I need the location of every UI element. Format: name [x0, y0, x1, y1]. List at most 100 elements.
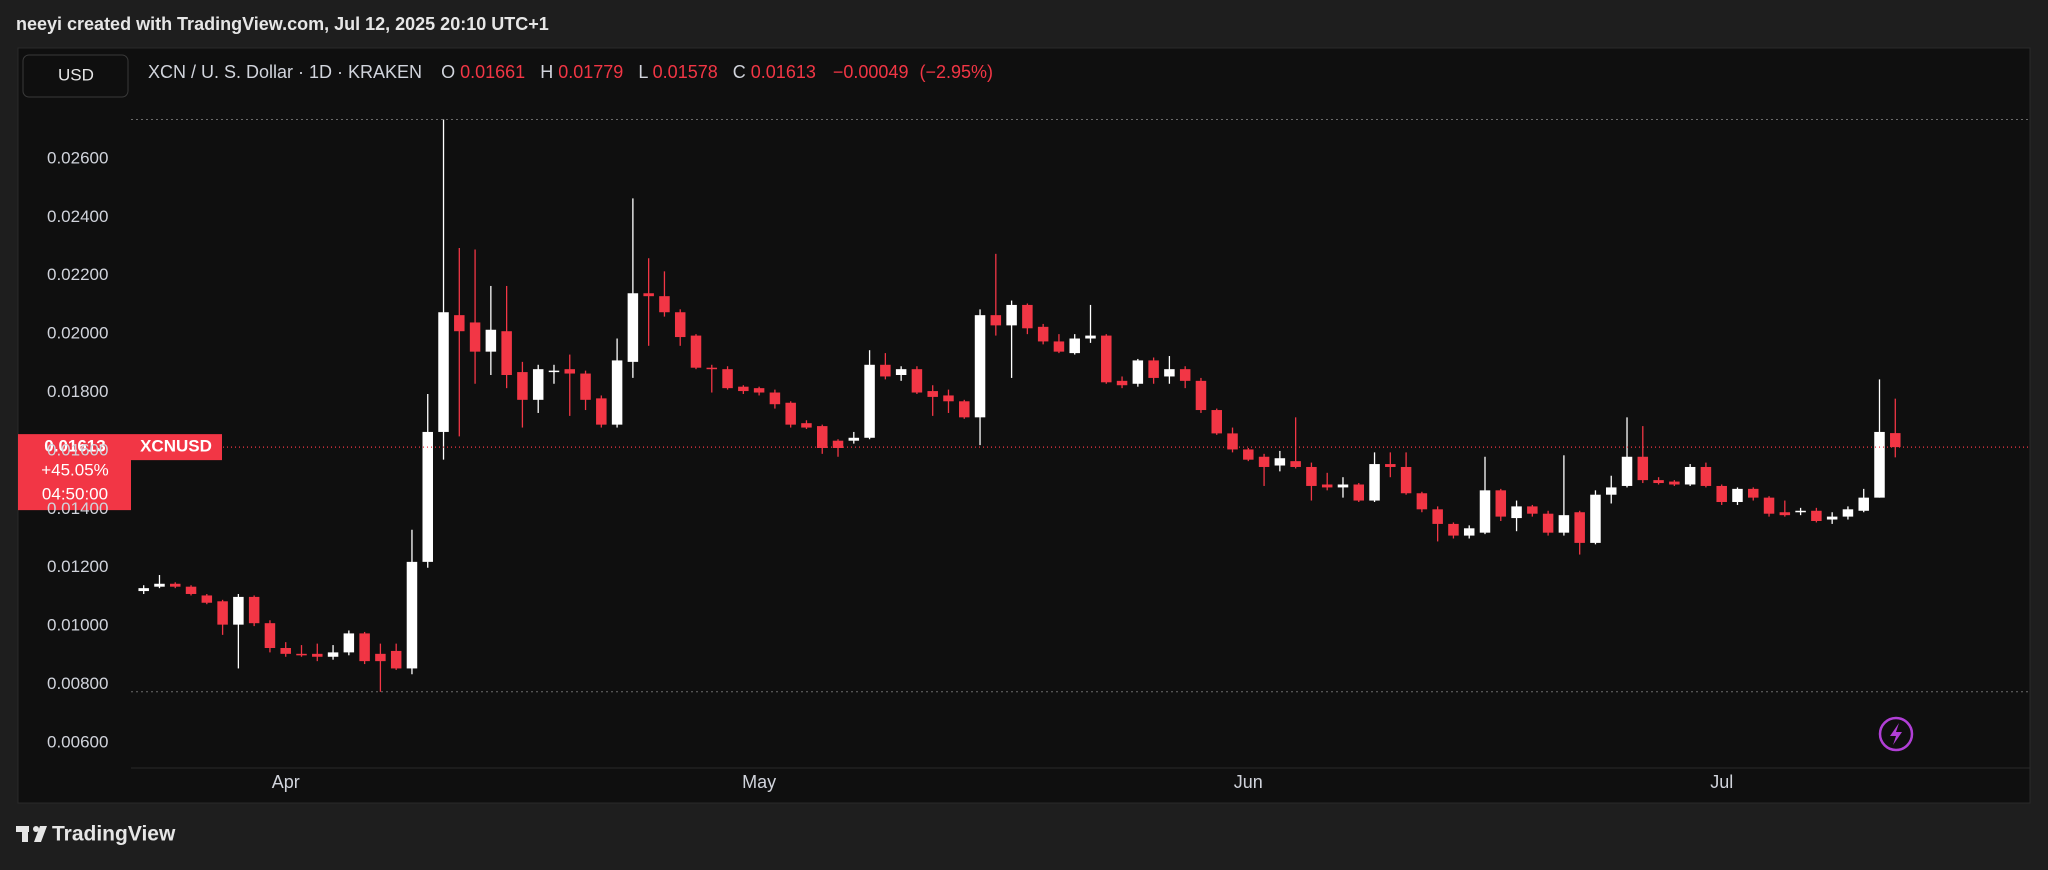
candle-body — [280, 648, 291, 654]
candle-body — [1385, 464, 1396, 467]
candle-body — [832, 440, 844, 448]
candle-body — [611, 360, 623, 425]
candle-body — [1369, 464, 1380, 501]
candle-body — [1211, 410, 1222, 434]
candle-body — [674, 312, 686, 338]
candle-body — [659, 296, 670, 313]
candle-body — [816, 426, 828, 448]
candle-body — [1148, 360, 1159, 378]
candle-body — [1432, 509, 1443, 524]
candle-body — [312, 653, 323, 657]
candle-body — [1574, 512, 1585, 543]
candle-body — [1227, 433, 1238, 450]
close-label: C — [733, 62, 746, 82]
candle-body — [217, 601, 228, 625]
low-value: 0.01578 — [653, 62, 718, 82]
candle-body — [1527, 506, 1538, 514]
logo-shape — [33, 826, 39, 832]
candle-body — [1748, 488, 1759, 498]
y-tick-label: 0.01600 — [47, 440, 108, 459]
candle-body — [1306, 466, 1317, 486]
candle-body — [485, 329, 497, 352]
last-price-value: 0.01613 — [44, 437, 105, 456]
candle-body — [1590, 494, 1601, 543]
footer-brand: TradingView — [52, 823, 176, 846]
candle-body — [1006, 304, 1017, 326]
symbol-title: XCN / U. S. Dollar · 1D · KRAKEN — [148, 62, 422, 82]
candle-body — [327, 652, 339, 657]
candle-body — [1448, 523, 1459, 536]
candle-body — [201, 595, 213, 603]
candle-body — [1842, 509, 1854, 517]
candle-body — [1179, 369, 1191, 381]
candle-body — [706, 367, 718, 370]
candle-body — [390, 650, 402, 669]
candle-body — [1779, 512, 1791, 516]
candle-body — [785, 402, 796, 425]
open-value: 0.01661 — [460, 62, 525, 82]
candle-body — [517, 372, 528, 400]
candle-body — [185, 586, 197, 594]
candle-body — [769, 392, 781, 405]
candle-body — [469, 322, 481, 352]
candle-body — [454, 315, 465, 332]
candle-body — [248, 596, 260, 624]
candle-body — [1069, 338, 1080, 354]
symbol-label-box — [131, 434, 222, 461]
candle-body — [1890, 433, 1901, 448]
y-tick-label: 0.02600 — [47, 148, 108, 167]
y-tick-label: 0.01000 — [47, 616, 108, 635]
candle-body — [1700, 466, 1712, 486]
high-value: 0.01779 — [558, 62, 623, 82]
x-tick-label: Apr — [272, 772, 300, 792]
overlay: 0.01613 XCNUSD +45.05% 04:50:00 — [18, 434, 2030, 511]
currency-label: USD — [58, 65, 94, 84]
y-tick-label: 0.00600 — [47, 732, 108, 751]
candle-body — [1811, 510, 1822, 521]
candle-body — [596, 398, 607, 425]
candle-body — [911, 369, 923, 393]
candle-body — [1258, 456, 1270, 467]
lightning-icon[interactable] — [1878, 716, 1914, 752]
candle-body — [738, 386, 749, 392]
candle-body — [1132, 360, 1144, 384]
y-tick-label: 0.02400 — [47, 207, 108, 226]
close-value: 0.01613 — [751, 62, 816, 82]
price-symbol: XCNUSD — [140, 437, 212, 456]
watermark-header: neeyi created with TradingView.com, Jul … — [16, 14, 549, 34]
y-tick-label: 0.01200 — [47, 557, 108, 576]
candle-body — [753, 388, 765, 393]
candle-body — [974, 315, 986, 418]
y-tick-label: 0.02200 — [47, 265, 108, 284]
candle-body — [1653, 480, 1664, 484]
candle-body — [880, 364, 891, 377]
candle-body — [627, 293, 639, 362]
candle-body — [1795, 510, 1806, 513]
lightning-bolt — [1890, 723, 1902, 745]
candle-body — [438, 312, 449, 432]
candle-body — [1243, 449, 1254, 460]
tradingview-logo — [16, 826, 47, 842]
currency-button[interactable] — [22, 54, 129, 98]
candle-body — [1037, 326, 1049, 342]
candle-body — [1164, 369, 1175, 377]
candle-body — [1321, 484, 1333, 488]
candle-body — [959, 401, 970, 418]
candle-body — [1542, 513, 1554, 533]
candle-body — [296, 653, 307, 656]
candle-body — [1022, 304, 1033, 329]
x-tick-label: Jul — [1710, 772, 1733, 792]
candle-body — [1732, 488, 1743, 503]
candle-body — [990, 315, 1002, 326]
candle-body — [1085, 335, 1096, 339]
candle-body — [690, 335, 702, 368]
candle-body — [1605, 487, 1617, 495]
candle-body — [1669, 481, 1680, 485]
y-tick-label: 0.02000 — [47, 324, 108, 343]
candle-body — [1353, 484, 1365, 501]
open-label: O — [441, 62, 455, 82]
candle-body — [1558, 515, 1570, 533]
change-percent: (−2.95%) — [919, 62, 993, 82]
y-tick-label: 0.00800 — [47, 674, 108, 693]
